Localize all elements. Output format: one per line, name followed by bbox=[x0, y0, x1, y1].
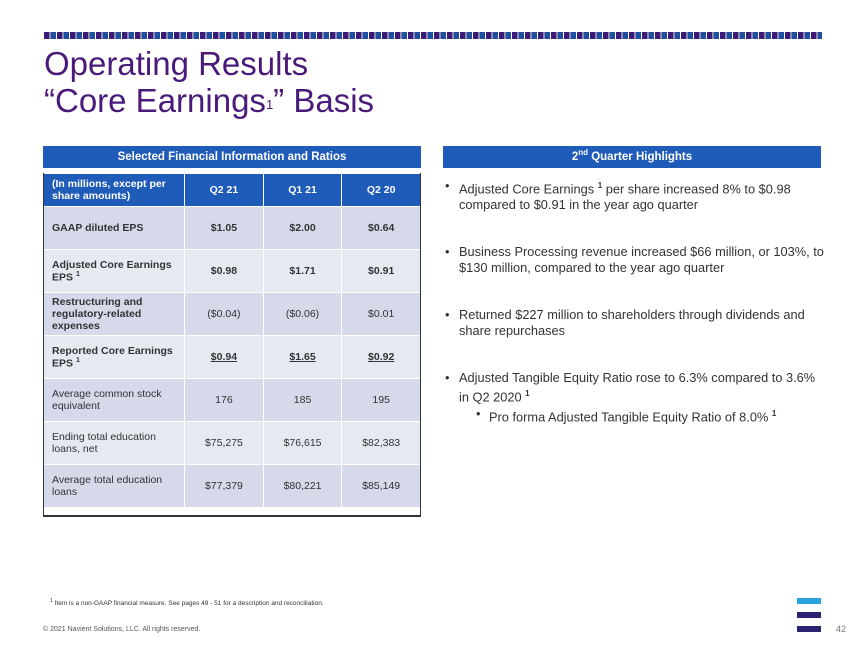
highlights-list: Adjusted Core Earnings 1 per share incre… bbox=[445, 178, 825, 456]
table-cell: $0.98 bbox=[184, 249, 264, 293]
row-label: Average total education loans bbox=[42, 464, 186, 508]
table-cell: $77,379 bbox=[184, 464, 264, 508]
table-cell: $80,221 bbox=[262, 464, 343, 508]
title-line-1: Operating Results bbox=[44, 45, 309, 82]
table-row: Restructuring and regulatory-related exp… bbox=[42, 292, 421, 336]
column-header: Q1 21 bbox=[262, 173, 343, 207]
table-cell: ($0.04) bbox=[184, 292, 264, 336]
list-item: Adjusted Tangible Equity Ratio rose to 6… bbox=[445, 370, 825, 425]
list-item: Business Processing revenue increased $6… bbox=[445, 244, 825, 276]
table-cell: ($0.06) bbox=[262, 292, 343, 336]
table-cell: 185 bbox=[262, 378, 343, 422]
table-cell: $1.71 bbox=[262, 249, 343, 293]
table-panel-header: Selected Financial Information and Ratio… bbox=[43, 146, 421, 168]
table-cell: $76,615 bbox=[262, 421, 343, 465]
copyright: © 2021 Navient Solutions, LLC. All right… bbox=[43, 626, 201, 633]
navient-logo-icon bbox=[797, 598, 821, 632]
table-row: Adjusted Core Earnings EPS 1 $0.98 $1.71… bbox=[42, 249, 421, 293]
table-header-row: (In millions, except per share amounts) … bbox=[42, 173, 421, 207]
title-line-2: “Core Earnings1” Basis bbox=[44, 82, 375, 119]
table-row: GAAP diluted EPS $1.05 $2.00 $0.64 bbox=[42, 206, 421, 250]
table-cell: $0.01 bbox=[341, 292, 421, 336]
table-cell: $82,383 bbox=[341, 421, 421, 465]
table-cell: $0.64 bbox=[341, 206, 421, 250]
page-title: Operating Results “Core Earnings1” Basis bbox=[44, 45, 374, 119]
column-header: Q2 20 bbox=[341, 173, 421, 207]
row-label: Adjusted Core Earnings EPS 1 bbox=[42, 249, 186, 293]
footnote: 1 Item is a non-GAAP financial measure. … bbox=[50, 598, 324, 608]
table-cell: 176 bbox=[184, 378, 264, 422]
highlights-header: 2nd Quarter Highlights bbox=[443, 146, 821, 168]
table-cell: 195 bbox=[341, 378, 421, 422]
table-row: Average common stock equivalent 176 185 … bbox=[42, 378, 421, 422]
column-header: (In millions, except per share amounts) bbox=[42, 173, 186, 207]
decorative-band bbox=[44, 32, 822, 39]
table-cell: $0.92 bbox=[341, 335, 421, 379]
row-label: Ending total education loans, net bbox=[42, 421, 186, 465]
table-border-left bbox=[43, 173, 44, 516]
table-cell: $1.65 bbox=[262, 335, 343, 379]
table-cell: $0.91 bbox=[341, 249, 421, 293]
list-item: Adjusted Core Earnings 1 per share incre… bbox=[445, 178, 825, 213]
table-row: Reported Core Earnings EPS 1 $0.94 $1.65… bbox=[42, 335, 421, 379]
table-row: Average total education loans $77,379 $8… bbox=[42, 464, 421, 508]
row-label: Reported Core Earnings EPS 1 bbox=[42, 335, 186, 379]
table-border-bottom bbox=[43, 515, 421, 517]
table-cell: $0.94 bbox=[184, 335, 264, 379]
table-cell: $85,149 bbox=[341, 464, 421, 508]
financial-table: (In millions, except per share amounts) … bbox=[42, 173, 421, 508]
table-cell: $75,275 bbox=[184, 421, 264, 465]
sub-list-item: Pro forma Adjusted Tangible Equity Ratio… bbox=[459, 406, 825, 425]
list-item: Returned $227 million to shareholders th… bbox=[445, 307, 825, 339]
row-label: GAAP diluted EPS bbox=[42, 206, 186, 250]
row-label: Average common stock equivalent bbox=[42, 378, 186, 422]
column-header: Q2 21 bbox=[184, 173, 264, 207]
row-label: Restructuring and regulatory-related exp… bbox=[42, 292, 186, 336]
table-border-right bbox=[420, 173, 421, 516]
table-cell: $2.00 bbox=[262, 206, 343, 250]
table-cell: $1.05 bbox=[184, 206, 264, 250]
table-row: Ending total education loans, net $75,27… bbox=[42, 421, 421, 465]
page-number: 42 bbox=[836, 624, 847, 634]
